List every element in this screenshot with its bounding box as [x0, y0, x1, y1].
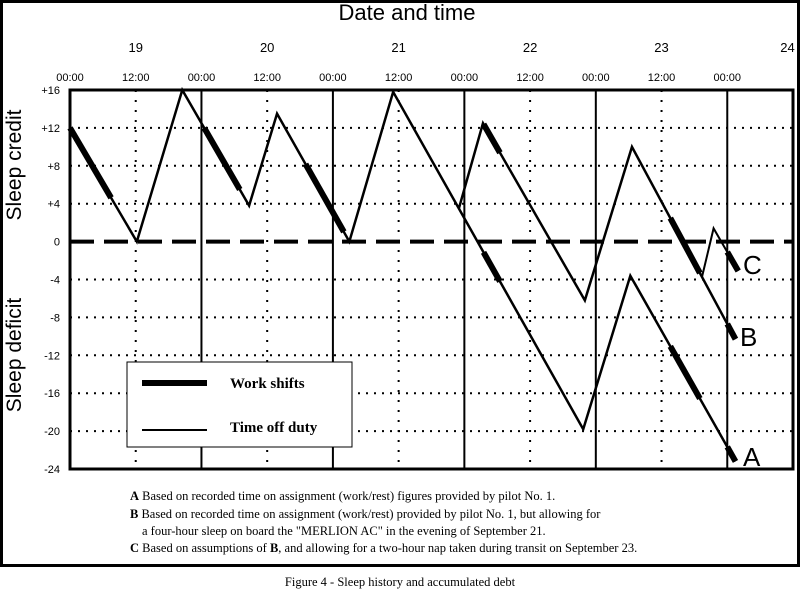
x-time-label: 12:00: [253, 72, 281, 84]
x-time-label: 00:00: [582, 72, 610, 84]
legend-work-shifts: Work shifts: [230, 376, 305, 392]
chart-title: Date and time: [339, 0, 476, 25]
series-label-b: B: [740, 322, 757, 352]
work-shift-segment-a: [302, 162, 347, 234]
work-shift-segment-a: [201, 126, 243, 191]
work-shift-segment-b: [667, 216, 703, 275]
x-time-label: 00:00: [188, 72, 216, 84]
legend-time-off-duty: Time off duty: [230, 420, 318, 436]
x-time-label: 00:00: [451, 72, 479, 84]
x-time-label: 00:00: [56, 72, 84, 84]
footnote-b: B Based on recorded time on assignment (…: [130, 507, 601, 521]
y-label-sleep-deficit: Sleep deficit: [3, 298, 26, 413]
footnote-b-cont: a four-hour sleep on board the "MERLION …: [142, 524, 546, 538]
x-day-label: 23: [654, 40, 668, 55]
series-lines: [67, 86, 741, 463]
footnote-a: A Based on recorded time on assignment (…: [130, 489, 555, 503]
x-time-label: 12:00: [122, 72, 150, 84]
y-tick-label: -8: [50, 312, 60, 324]
x-day-label: 20: [260, 40, 274, 55]
y-tick-label: +4: [47, 199, 60, 211]
legend-box: [126, 361, 353, 448]
x-time-label: 12:00: [648, 72, 676, 84]
work-shift-segment-a: [480, 250, 503, 283]
plot-frame: [68, 88, 795, 471]
work-shift-segment-a: [67, 126, 114, 200]
work-shift-segment-a: [667, 344, 703, 401]
figure-caption: Figure 4 - Sleep history and accumulated…: [285, 575, 516, 589]
footnote-c: C Based on assumptions of B, and allowin…: [130, 541, 637, 555]
y-label-sleep-credit: Sleep credit: [3, 109, 26, 220]
outer-frame: [0, 0, 800, 567]
work-shift-segment-b: [724, 322, 739, 341]
footnotes: A Based on recorded time on assignment (…: [130, 489, 637, 555]
y-tick-label: -12: [44, 350, 60, 362]
legend: Work shifts Time off duty: [126, 361, 353, 448]
y-tick-label: 0: [54, 237, 60, 249]
x-day-label: 21: [391, 40, 405, 55]
series-line-c: [701, 225, 740, 277]
x-time-label: 00:00: [319, 72, 347, 84]
axes: +16 +12 +8 +4 0 -4 -8 -12 -16 -20 -24 00:00 12:00 00:…: [41, 40, 794, 476]
x-time-label: 12:00: [516, 72, 544, 84]
work-shift-segment-c: [724, 250, 741, 273]
y-tick-label: +8: [47, 161, 60, 173]
x-time-label: 12:00: [385, 72, 413, 84]
x-day-label: 22: [523, 40, 537, 55]
x-day-label: 19: [128, 40, 142, 55]
x-day-label: 24: [780, 40, 794, 55]
series-label-a: A: [743, 442, 761, 472]
y-tick-label: +16: [41, 85, 60, 97]
work-shift-segment-b: [480, 122, 503, 155]
y-tick-label: -16: [44, 388, 60, 400]
x-time-label: 00:00: [714, 72, 742, 84]
y-tick-label: +12: [41, 123, 60, 135]
series-line-b: [457, 119, 737, 340]
y-tick-label: -4: [50, 275, 60, 287]
series-label-c: C: [743, 250, 762, 280]
work-shift-segment-a: [724, 445, 739, 463]
y-tick-label: -20: [44, 426, 60, 438]
y-tick-label: -24: [44, 464, 60, 476]
